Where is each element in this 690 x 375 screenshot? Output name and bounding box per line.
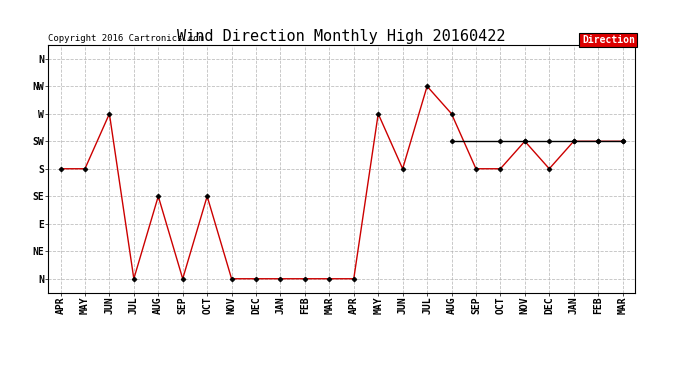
Text: Direction: Direction xyxy=(582,35,635,45)
Title: Wind Direction Monthly High 20160422: Wind Direction Monthly High 20160422 xyxy=(177,29,506,44)
Text: Copyright 2016 Cartronics.com: Copyright 2016 Cartronics.com xyxy=(48,33,204,42)
